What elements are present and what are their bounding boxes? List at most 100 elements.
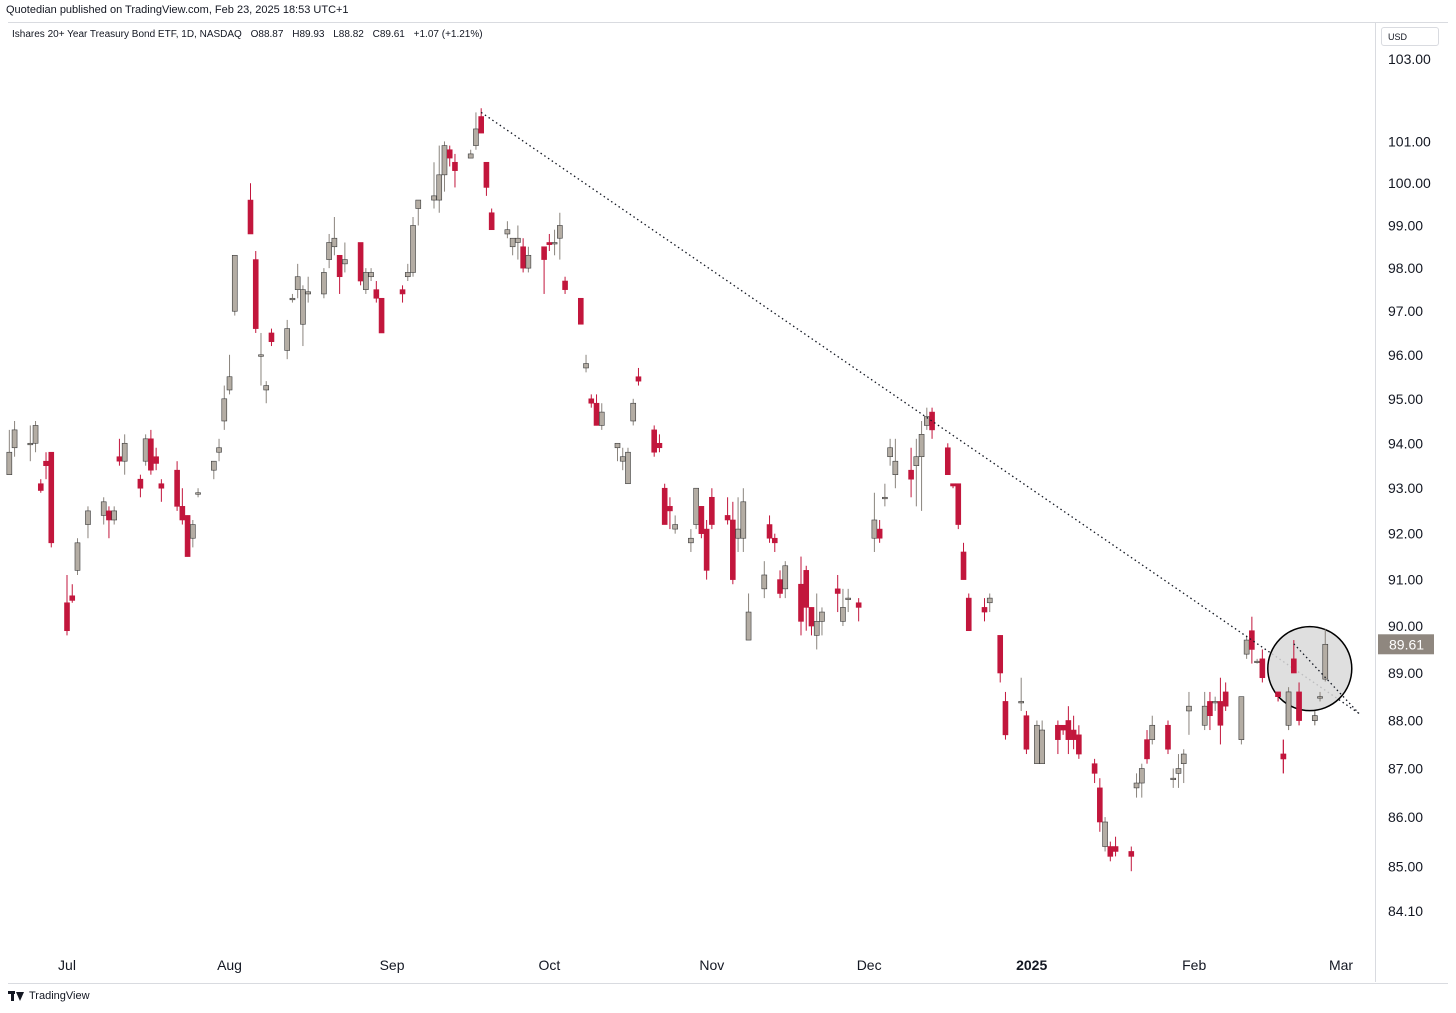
candle-body xyxy=(577,297,584,325)
candle-body xyxy=(813,621,820,636)
y-tick-label: 101.00 xyxy=(1388,133,1431,149)
trendline-layer xyxy=(480,111,1360,714)
candle-body xyxy=(834,588,841,594)
candle-body xyxy=(667,506,673,512)
candle-body xyxy=(724,515,731,521)
candle-body xyxy=(1070,729,1077,740)
x-tick-label: Nov xyxy=(699,957,724,973)
candle-body xyxy=(798,583,804,622)
candle-body xyxy=(525,254,532,269)
candle-body xyxy=(410,225,416,273)
currency-selector[interactable]: USD xyxy=(1381,27,1439,46)
candle-body xyxy=(614,442,621,449)
candle-body xyxy=(625,451,631,485)
symbol-change: +1.07 (+1.21%) xyxy=(413,29,483,40)
footer: TradingView xyxy=(8,990,90,1002)
candle-body xyxy=(1018,701,1024,704)
candle-body xyxy=(693,487,699,525)
y-tick-label: 88.00 xyxy=(1388,712,1423,728)
candle-body xyxy=(121,442,128,462)
candle-body xyxy=(1165,724,1171,750)
candle-body xyxy=(1133,782,1140,789)
candle-body xyxy=(651,429,657,453)
candle-body xyxy=(284,328,290,351)
candle-body xyxy=(661,487,668,525)
candle-body xyxy=(210,460,217,471)
candle-body xyxy=(404,272,411,278)
candle-body xyxy=(1275,691,1281,697)
candle-body xyxy=(551,242,558,245)
highlight-layer xyxy=(1267,625,1360,774)
candle-body xyxy=(845,597,851,600)
candle-body xyxy=(1149,724,1156,740)
candle-body xyxy=(1285,691,1292,726)
candle-body xyxy=(735,528,741,539)
tradingview-logo-icon xyxy=(8,991,24,1001)
candle-body xyxy=(221,398,228,422)
candle-body xyxy=(137,478,144,489)
candle-body xyxy=(730,519,736,580)
candle-body xyxy=(184,515,191,557)
candle-body xyxy=(950,483,956,487)
candle-body xyxy=(541,246,547,260)
candle-body xyxy=(85,510,91,525)
candle-body xyxy=(441,145,448,176)
candle-body xyxy=(1023,715,1030,750)
candle-body xyxy=(688,537,694,544)
candle-body xyxy=(908,469,914,480)
candle-body xyxy=(153,456,159,464)
candle-body xyxy=(373,289,380,299)
candle-body xyxy=(252,259,259,329)
candle-body xyxy=(887,447,893,458)
last-price-label: 89.61 xyxy=(1389,636,1424,652)
x-tick-label: Jul xyxy=(58,957,76,973)
candle-body xyxy=(106,510,112,521)
trendline xyxy=(480,111,1360,714)
candle-body xyxy=(431,195,437,201)
candle-body xyxy=(6,451,13,475)
candle-body xyxy=(27,442,34,446)
candle-body xyxy=(918,434,925,458)
candle-body xyxy=(598,411,605,426)
candle-body xyxy=(289,297,296,301)
candle-body xyxy=(1097,787,1103,823)
candle-body xyxy=(363,272,369,290)
candle-body xyxy=(588,398,595,404)
candle-body xyxy=(955,483,962,525)
publisher-line: Quotedian published on TradingView.com, … xyxy=(6,4,349,16)
candle-body xyxy=(593,402,600,426)
x-tick-label: Mar xyxy=(1329,957,1353,973)
candle-body xyxy=(1311,715,1318,721)
candle-body xyxy=(986,597,993,604)
candle-body xyxy=(452,161,458,171)
candle-body xyxy=(871,519,878,539)
candle-body xyxy=(761,574,768,590)
candle-body xyxy=(357,242,364,282)
candle-body xyxy=(1065,720,1072,740)
candle-body xyxy=(263,385,270,391)
candle-body xyxy=(965,597,972,632)
plot-area[interactable] xyxy=(8,22,1376,982)
candle-body xyxy=(1186,705,1192,712)
candle-body xyxy=(1055,724,1061,740)
y-tick-label: 89.00 xyxy=(1388,665,1423,681)
y-tick-label: 99.00 xyxy=(1388,217,1423,233)
candle-body xyxy=(216,447,222,453)
symbol-name: Ishares 20+ Year Treasury Bond ETF, 1D, … xyxy=(12,29,242,40)
candle-body xyxy=(179,506,186,521)
candle-body xyxy=(48,451,55,544)
candle-body xyxy=(473,128,479,146)
candle-body xyxy=(840,607,846,622)
candle-body xyxy=(709,496,715,525)
candle-body xyxy=(1002,701,1009,736)
candle-body xyxy=(892,460,899,475)
candle-body xyxy=(11,429,18,449)
x-axis: Jul Aug Sep Oct Nov Dec 2025 Feb Mar xyxy=(58,957,1353,973)
candle-body xyxy=(1322,643,1329,680)
x-tick-label: Aug xyxy=(217,957,242,973)
candle-body xyxy=(562,280,568,290)
candle-body xyxy=(1296,691,1302,721)
candle-body xyxy=(740,501,747,539)
x-tick-label: 2025 xyxy=(1016,957,1047,973)
y-tick-label: 100.00 xyxy=(1388,175,1431,191)
